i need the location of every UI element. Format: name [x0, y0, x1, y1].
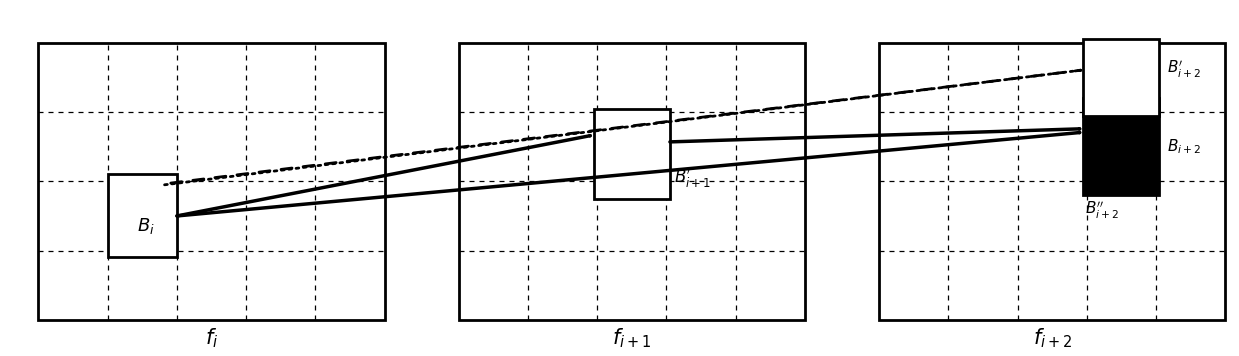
Text: $B^{\prime\prime}_{i+2}$: $B^{\prime\prime}_{i+2}$ [1085, 200, 1120, 221]
Text: $B^{\prime}_{i+2}$: $B^{\prime}_{i+2}$ [1167, 59, 1202, 80]
Bar [108, 174, 177, 257]
Text: $f_{i+2}$: $f_{i+2}$ [1032, 327, 1072, 350]
Text: $f_{i+1}$: $f_{i+1}$ [612, 327, 652, 350]
Bar [1083, 98, 1160, 195]
Text: $B_i$: $B_i$ [136, 216, 155, 236]
Bar [458, 43, 805, 320]
Text: $f_i$: $f_i$ [204, 327, 218, 350]
Bar [38, 43, 384, 320]
Bar [880, 43, 1225, 320]
Bar [1083, 40, 1160, 116]
Bar [593, 109, 670, 199]
Text: $B_{i+2}$: $B_{i+2}$ [1167, 137, 1202, 156]
Text: $B^{\prime}_{i+1}$: $B^{\prime}_{i+1}$ [674, 166, 711, 190]
